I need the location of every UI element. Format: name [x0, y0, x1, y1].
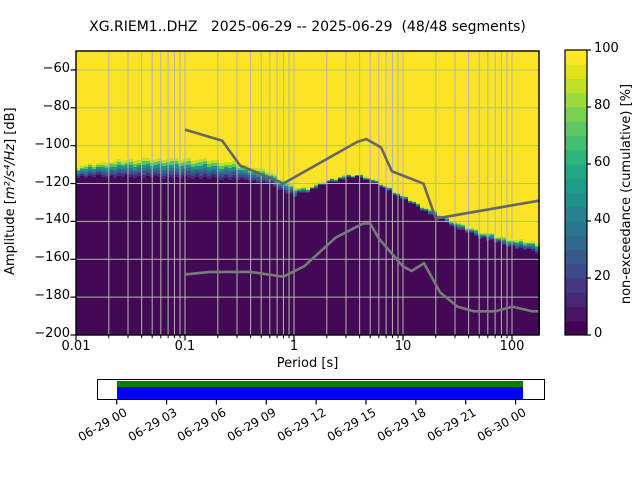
plot-border	[75, 50, 540, 336]
colorbar-step	[565, 249, 587, 265]
colorbar-step	[565, 306, 587, 322]
colorbar-tick-label: 60	[594, 155, 611, 170]
y-axis-label-math: m²/s⁴/Hz	[2, 143, 18, 200]
colorbar	[564, 49, 591, 336]
colorbar-tick-label: 20	[594, 269, 611, 284]
y-tick-label: −200	[34, 326, 70, 341]
colorbar-step	[565, 292, 587, 307]
colorbar-step	[565, 64, 587, 79]
colorbar-step	[565, 278, 587, 293]
y-tick-label: −120	[34, 174, 70, 190]
colorbar-step	[565, 164, 587, 179]
colorbar-step	[565, 121, 587, 136]
colorbar-step	[565, 92, 587, 108]
colorbar-tick-label: 0	[594, 326, 603, 341]
colorbar-step	[565, 221, 587, 236]
colorbar-step	[565, 235, 587, 250]
colorbar-label: non-exceedance (cumulative) [%]	[618, 83, 634, 305]
x-tick-label: 100	[499, 339, 525, 354]
x-tick-label: 0.01	[61, 339, 91, 354]
colorbar-tick-label: 40	[594, 212, 611, 227]
colorbar-step	[565, 107, 587, 122]
nhnm-line	[184, 128, 540, 220]
x-tick-label: 1	[289, 339, 299, 354]
y-tick-label: −160	[34, 250, 70, 266]
colorbar-step	[565, 135, 587, 151]
colorbar-step	[565, 206, 587, 222]
colorbar-step	[565, 78, 587, 94]
colorbar-step	[565, 50, 587, 65]
y-tick-label: −100	[34, 136, 70, 152]
colorbar-step	[565, 149, 587, 165]
nhnm-line-group	[184, 128, 540, 220]
axis-ticks	[70, 69, 513, 341]
y-axis-label: Amplitude [m²/s⁴/Hz] [dB]	[2, 81, 18, 301]
timeline-ticks	[116, 400, 517, 405]
colorbar-step	[565, 263, 587, 279]
colorbar-step	[565, 320, 587, 336]
x-axis-label: Period [s]	[276, 356, 339, 371]
timeline-coverage-blue	[117, 387, 523, 399]
nlnm-line	[184, 222, 540, 313]
colorbar-step	[565, 192, 587, 208]
colorbar-tick-label: 100	[594, 41, 619, 56]
page-title: XG.RIEM1..DHZ 2025-06-29 -- 2025-06-29 (…	[89, 19, 526, 35]
y-tick-label: −60	[42, 60, 70, 76]
x-tick-label: 0.1	[174, 339, 196, 354]
y-tick-label: −180	[34, 288, 70, 304]
timeline-coverage-green	[117, 381, 523, 387]
colorbar-step	[565, 178, 587, 193]
y-tick-label: −140	[34, 212, 70, 228]
ppsd-mesh	[76, 158, 540, 335]
grid-lines	[76, 51, 539, 335]
colorbar-tick-label: 80	[594, 98, 611, 113]
x-tick-label: 10	[394, 339, 412, 354]
nlnm-line-group	[184, 222, 540, 313]
y-tick-label: −80	[42, 98, 70, 114]
